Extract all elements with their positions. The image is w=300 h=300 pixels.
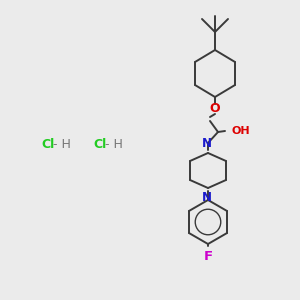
Text: - H: - H xyxy=(53,139,71,152)
Text: O: O xyxy=(210,103,220,116)
Text: N: N xyxy=(202,137,212,150)
Text: Cl: Cl xyxy=(41,139,55,152)
Text: Cl: Cl xyxy=(93,139,106,152)
Text: N: N xyxy=(202,191,212,204)
Text: F: F xyxy=(203,250,213,263)
Text: OH: OH xyxy=(231,126,250,136)
Text: - H: - H xyxy=(105,139,123,152)
